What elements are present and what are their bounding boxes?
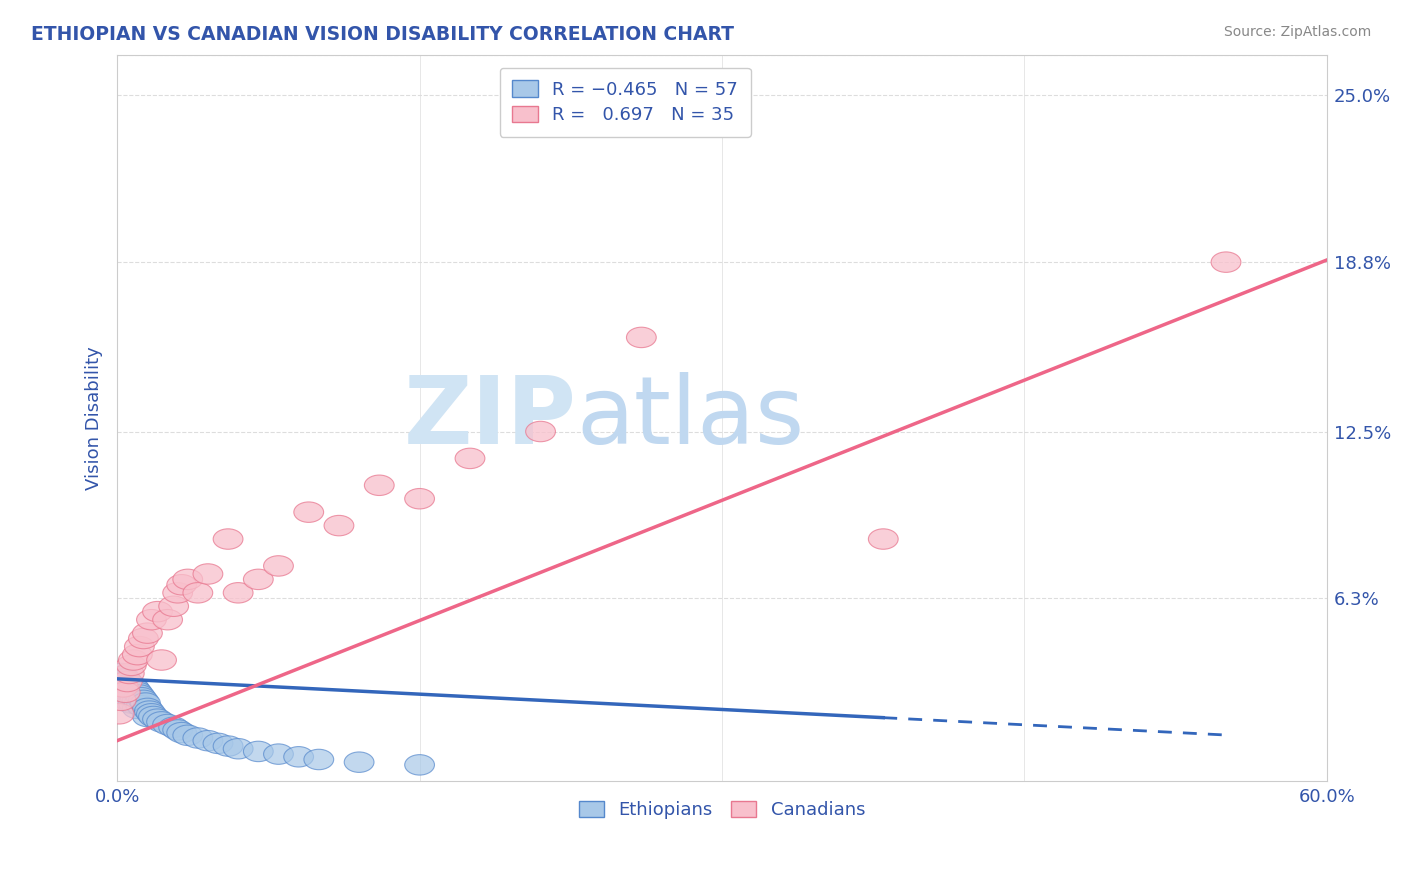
Ellipse shape — [202, 733, 233, 754]
Ellipse shape — [114, 690, 145, 711]
Ellipse shape — [139, 706, 169, 727]
Ellipse shape — [118, 649, 148, 670]
Ellipse shape — [118, 677, 148, 698]
Ellipse shape — [131, 693, 160, 714]
Ellipse shape — [153, 714, 183, 735]
Ellipse shape — [110, 682, 141, 703]
Ellipse shape — [132, 623, 162, 643]
Ellipse shape — [183, 582, 212, 603]
Ellipse shape — [323, 516, 354, 536]
Ellipse shape — [107, 669, 136, 689]
Ellipse shape — [117, 655, 146, 675]
Ellipse shape — [104, 682, 134, 703]
Ellipse shape — [112, 672, 142, 692]
Ellipse shape — [128, 690, 159, 711]
Ellipse shape — [142, 709, 173, 730]
Text: ZIP: ZIP — [404, 372, 576, 464]
Ellipse shape — [243, 741, 273, 762]
Ellipse shape — [193, 564, 222, 584]
Ellipse shape — [163, 582, 193, 603]
Ellipse shape — [344, 752, 374, 772]
Ellipse shape — [108, 677, 138, 698]
Ellipse shape — [456, 448, 485, 468]
Text: ETHIOPIAN VS CANADIAN VISION DISABILITY CORRELATION CHART: ETHIOPIAN VS CANADIAN VISION DISABILITY … — [31, 25, 734, 44]
Ellipse shape — [627, 327, 657, 348]
Ellipse shape — [146, 649, 176, 670]
Ellipse shape — [167, 574, 197, 595]
Ellipse shape — [869, 529, 898, 549]
Ellipse shape — [193, 731, 222, 751]
Ellipse shape — [121, 688, 150, 708]
Ellipse shape — [125, 685, 155, 706]
Ellipse shape — [159, 596, 188, 616]
Ellipse shape — [153, 609, 183, 630]
Ellipse shape — [243, 569, 273, 590]
Ellipse shape — [112, 688, 142, 708]
Y-axis label: Vision Disability: Vision Disability — [86, 346, 103, 490]
Ellipse shape — [132, 698, 162, 719]
Ellipse shape — [104, 674, 134, 695]
Ellipse shape — [224, 582, 253, 603]
Ellipse shape — [108, 666, 138, 686]
Ellipse shape — [117, 685, 146, 706]
Ellipse shape — [117, 693, 146, 714]
Ellipse shape — [173, 725, 202, 746]
Ellipse shape — [127, 688, 156, 708]
Ellipse shape — [128, 628, 159, 648]
Ellipse shape — [1211, 252, 1241, 272]
Ellipse shape — [405, 489, 434, 509]
Ellipse shape — [159, 717, 188, 738]
Ellipse shape — [263, 744, 294, 764]
Ellipse shape — [167, 723, 197, 743]
Ellipse shape — [405, 755, 434, 775]
Ellipse shape — [122, 644, 152, 665]
Ellipse shape — [108, 682, 138, 703]
Ellipse shape — [112, 672, 142, 692]
Ellipse shape — [263, 556, 294, 576]
Ellipse shape — [132, 706, 162, 727]
Ellipse shape — [117, 677, 146, 698]
Ellipse shape — [107, 690, 136, 711]
Text: atlas: atlas — [576, 372, 806, 464]
Ellipse shape — [163, 720, 193, 740]
Ellipse shape — [110, 669, 141, 689]
Ellipse shape — [107, 664, 136, 683]
Ellipse shape — [214, 736, 243, 756]
Ellipse shape — [114, 674, 145, 695]
Ellipse shape — [294, 502, 323, 523]
Ellipse shape — [122, 682, 152, 703]
Ellipse shape — [127, 696, 156, 716]
Ellipse shape — [121, 680, 150, 700]
Ellipse shape — [304, 749, 333, 770]
Ellipse shape — [107, 680, 136, 700]
Ellipse shape — [224, 739, 253, 759]
Ellipse shape — [122, 690, 152, 711]
Ellipse shape — [110, 677, 141, 698]
Ellipse shape — [142, 601, 173, 622]
Text: Source: ZipAtlas.com: Source: ZipAtlas.com — [1223, 25, 1371, 39]
Ellipse shape — [526, 421, 555, 442]
Ellipse shape — [125, 693, 155, 714]
Ellipse shape — [118, 693, 148, 714]
Ellipse shape — [118, 685, 148, 706]
Ellipse shape — [122, 698, 152, 719]
Ellipse shape — [114, 664, 145, 683]
Ellipse shape — [104, 704, 134, 724]
Ellipse shape — [114, 682, 145, 703]
Ellipse shape — [284, 747, 314, 767]
Ellipse shape — [136, 609, 166, 630]
Legend: Ethiopians, Canadians: Ethiopians, Canadians — [572, 794, 872, 826]
Ellipse shape — [183, 728, 212, 748]
Ellipse shape — [173, 569, 202, 590]
Ellipse shape — [110, 685, 141, 706]
Ellipse shape — [135, 701, 165, 722]
Ellipse shape — [364, 475, 394, 495]
Ellipse shape — [108, 672, 138, 692]
Ellipse shape — [214, 529, 243, 549]
Ellipse shape — [112, 680, 142, 700]
Ellipse shape — [125, 636, 155, 657]
Ellipse shape — [146, 712, 176, 732]
Ellipse shape — [136, 704, 166, 724]
